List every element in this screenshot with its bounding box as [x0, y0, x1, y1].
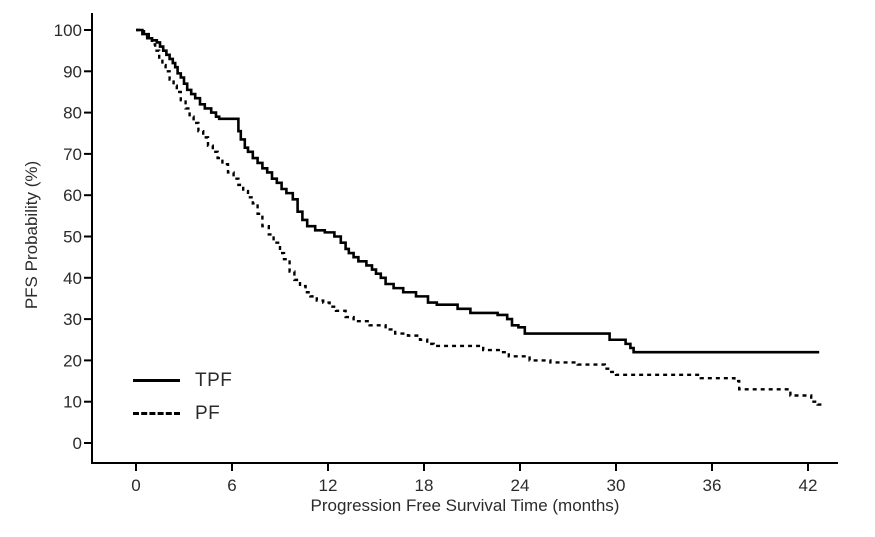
legend-label-pf: PF [195, 402, 221, 424]
legend-label-tpf: TPF [195, 369, 233, 391]
series-pf-curve [136, 28, 824, 406]
y-tick-label: 80 [63, 104, 82, 123]
x-tick-label: 12 [319, 476, 338, 495]
legend-item-tpf: TPF [133, 364, 232, 397]
y-tick-label: 10 [63, 393, 82, 412]
y-tick-label: 30 [63, 310, 82, 329]
x-tick-label: 24 [511, 476, 530, 495]
y-tick-label: 40 [63, 269, 82, 288]
x-tick-label: 0 [131, 476, 140, 495]
x-tick-label: 6 [227, 476, 236, 495]
pf-dashed-line-sample [133, 412, 180, 415]
y-tick-label: 0 [73, 434, 82, 453]
x-tick-label: 30 [607, 476, 626, 495]
x-axis-title: Progression Free Survival Time (months) [310, 496, 620, 515]
x-tick-label: 18 [415, 476, 434, 495]
x-tick-label: 36 [703, 476, 722, 495]
y-tick-label: 20 [63, 351, 82, 370]
x-tick-label: 42 [799, 476, 818, 495]
y-tick-label: 100 [54, 21, 82, 40]
y-tick-label: 50 [63, 228, 82, 247]
y-tick-label: 90 [63, 62, 82, 81]
y-axis-title: PFS Probability (%) [22, 160, 41, 310]
y-tick-label: 70 [63, 145, 82, 164]
legend: TPF PF [133, 364, 232, 430]
series-tpf-curve [136, 28, 820, 354]
legend-item-pf: PF [133, 397, 232, 430]
y-tick-label: 60 [63, 186, 82, 205]
tpf-solid-line-sample [133, 379, 180, 382]
